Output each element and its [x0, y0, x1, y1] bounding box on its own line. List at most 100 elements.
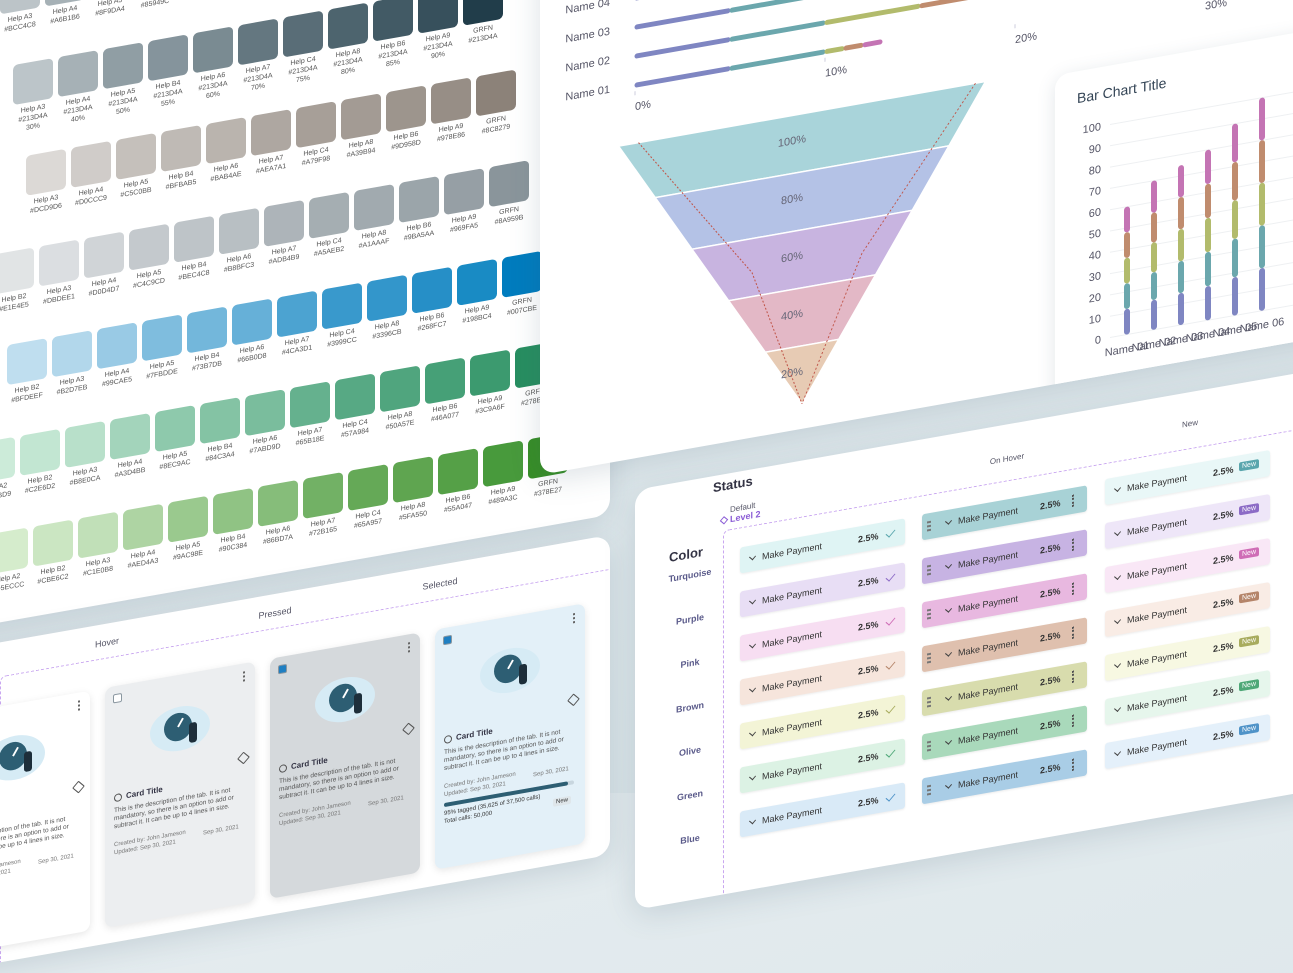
- card-icon: [114, 792, 122, 803]
- bar-chart-card: Bar Chart Title 0 10 20 30 40 50 60 70 80 90 100 Nam…: [1055, 22, 1293, 406]
- category-label: Name 01: [565, 84, 610, 104]
- color-swatch: [206, 117, 246, 165]
- y-tick-label: 90: [1089, 142, 1101, 156]
- color-swatch: [148, 34, 188, 82]
- check-icon: [885, 615, 896, 626]
- card-illustration: [150, 706, 210, 752]
- check-icon: [885, 527, 896, 538]
- card-date: Sep 30, 2021: [368, 795, 404, 808]
- illustration-hand: [342, 688, 349, 699]
- chip-value: 2.5%: [1040, 673, 1061, 688]
- progress-segment: [634, 66, 731, 88]
- favorite-star[interactable]: [567, 693, 580, 707]
- chevron: [1113, 748, 1122, 756]
- category-label: Name 03: [565, 26, 610, 46]
- status-frame: [723, 417, 1293, 910]
- color-swatch: [309, 191, 349, 239]
- card-menu[interactable]: [573, 613, 575, 624]
- progress-segment: [729, 0, 826, 13]
- level-icon: [719, 516, 729, 525]
- progress-segment: [729, 49, 826, 71]
- card-date: Sep 30, 2021: [203, 824, 239, 837]
- y-tick-label: 10: [1089, 313, 1101, 327]
- color-swatch: [457, 258, 497, 306]
- progress-segment: [729, 20, 826, 42]
- row-label: Blue: [680, 832, 700, 847]
- favorite-star[interactable]: [72, 780, 85, 794]
- color-swatch: [7, 338, 47, 386]
- color-swatch: [20, 428, 60, 476]
- color-swatch: [444, 168, 484, 216]
- status-title: Status: [713, 473, 753, 496]
- chevron: [944, 561, 953, 569]
- y-tick-label: 80: [1089, 164, 1101, 178]
- color-swatch: [33, 519, 73, 567]
- color-swatch: [110, 412, 150, 461]
- color-swatch: [84, 231, 124, 279]
- card-menu[interactable]: [408, 642, 410, 653]
- chevron: [1113, 704, 1122, 712]
- grid-line: [1110, 80, 1293, 125]
- charts-panel: Name 01 Name 02 Name 03 Name 04 0% 10% 20% 30% 1…: [540, 0, 1293, 475]
- color-swatch: [322, 282, 362, 330]
- color-swatch: [155, 405, 195, 453]
- color-swatch: [264, 199, 304, 247]
- color-swatch: [489, 160, 529, 208]
- color-swatch: [412, 266, 452, 314]
- y-tick-label: 0: [1095, 334, 1101, 347]
- x-tick-label: 0%: [635, 98, 651, 113]
- chip-value: 2.5%: [858, 575, 879, 589]
- color-swatch: [213, 487, 253, 535]
- drag-handle: [927, 652, 931, 664]
- chevron: [1113, 484, 1122, 492]
- state-header: Selected: [422, 575, 458, 592]
- card-illustration: [0, 735, 45, 781]
- color-swatch: [0, 436, 15, 484]
- funnel-guide: [638, 142, 803, 405]
- row-label: Turquoise: [668, 566, 712, 585]
- chevron: [944, 693, 953, 701]
- card-checkbox[interactable]: [113, 692, 122, 704]
- card-checkbox[interactable]: [278, 663, 287, 675]
- category-label: Name 04: [565, 0, 610, 16]
- chevron: [748, 597, 757, 605]
- row-label: Brown: [676, 699, 704, 715]
- drag-handle: [927, 740, 931, 752]
- card-menu[interactable]: [78, 700, 80, 711]
- new-badge: New: [553, 795, 572, 807]
- drag-handle: [927, 520, 931, 532]
- color-swatch: [425, 357, 465, 405]
- color-swatch: [232, 298, 272, 346]
- favorite-star[interactable]: [237, 751, 250, 765]
- chevron: [748, 773, 757, 781]
- favorite-star[interactable]: [402, 722, 415, 736]
- x-tick-label: 30%: [1205, 0, 1227, 13]
- y-tick-label: 50: [1089, 228, 1101, 242]
- card-menu[interactable]: [243, 671, 245, 682]
- illustration-clock: [329, 683, 357, 713]
- new-badge: New: [1239, 678, 1260, 692]
- card-checkbox[interactable]: [443, 634, 452, 646]
- color-swatch: [290, 381, 330, 429]
- card-date: Sep 30, 2021: [533, 766, 569, 779]
- chevron: [944, 737, 953, 745]
- kebab-menu: [1072, 626, 1074, 639]
- row-label: Pink: [680, 656, 700, 670]
- color-swatch: [348, 464, 388, 512]
- kebab-menu: [1072, 714, 1074, 727]
- chip-label: Make Payment: [762, 673, 823, 694]
- chip-value: 2.5%: [1213, 508, 1234, 523]
- chip-value: 2.5%: [1213, 684, 1234, 699]
- funnel-guide: [801, 82, 976, 404]
- illustration-figure: [24, 751, 32, 772]
- color-swatch: [470, 349, 510, 397]
- chevron: [748, 641, 757, 649]
- chip-label: Make Payment: [958, 505, 1019, 527]
- chip-value: 2.5%: [1040, 497, 1061, 512]
- illustration-figure: [354, 693, 362, 714]
- color-swatch: [399, 176, 439, 224]
